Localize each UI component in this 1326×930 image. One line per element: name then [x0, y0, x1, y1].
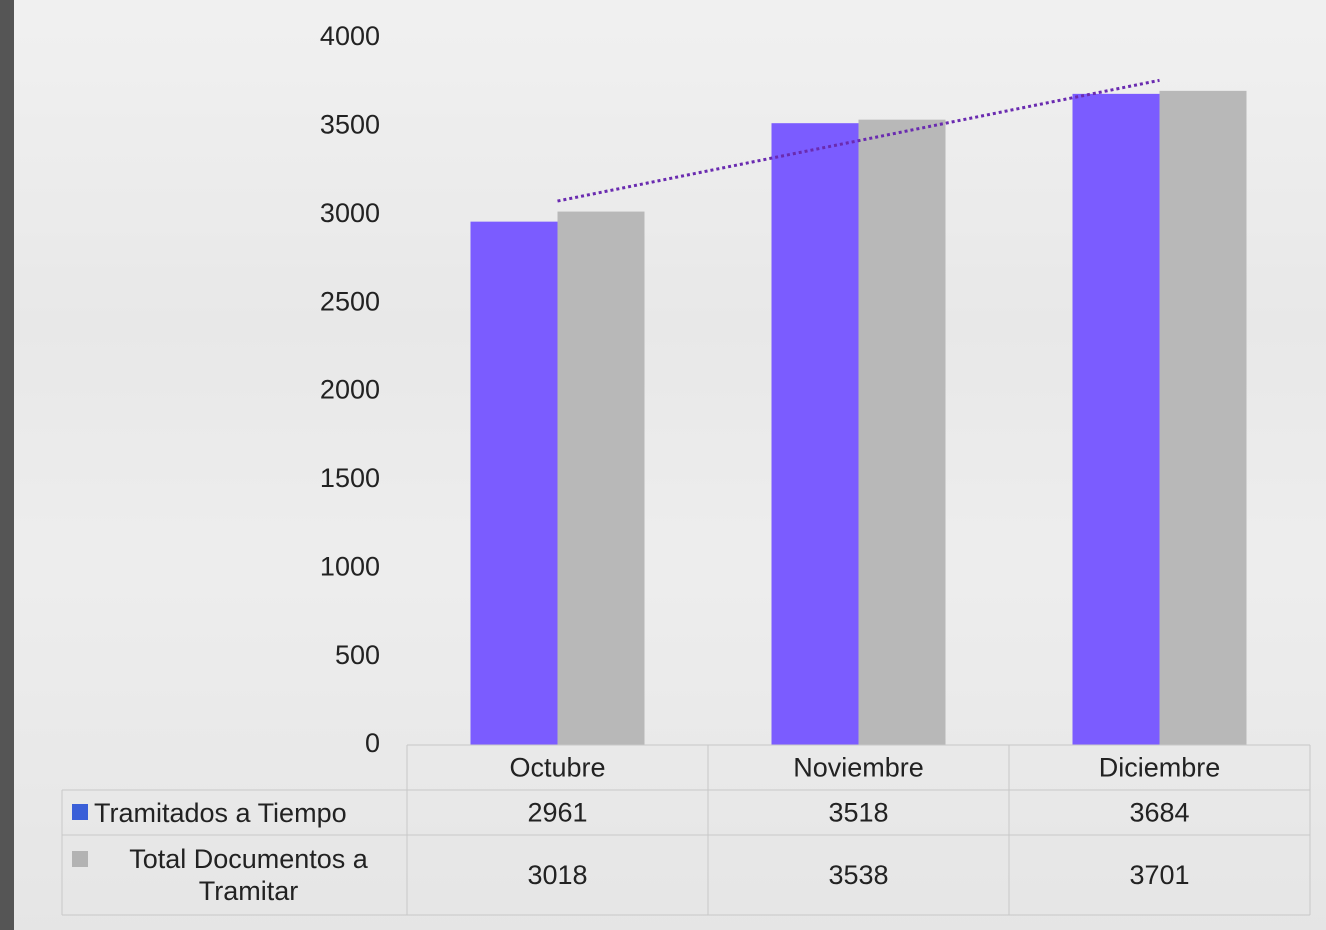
table-value: 3701: [1129, 860, 1189, 890]
x-tick-label: Octubre: [509, 753, 605, 783]
y-tick-label: 2500: [320, 286, 380, 316]
legend-entry: Tramitados a Tiempo: [72, 790, 403, 835]
y-tick-label: 1500: [320, 463, 380, 493]
trendline: [557, 78, 1160, 203]
bar: [557, 211, 645, 746]
bar: [1072, 93, 1160, 745]
bar: [1159, 90, 1247, 745]
legend-label: Tramitados a Tiempo: [94, 797, 347, 828]
y-tick-label: 3000: [320, 198, 380, 228]
x-tick-label: Noviembre: [793, 753, 924, 783]
left-border: [0, 0, 14, 930]
bar: [771, 123, 859, 746]
y-tick-label: 3500: [320, 110, 380, 140]
y-tick-label: 1000: [320, 551, 380, 581]
legend-label: Total Documentos a Tramitar: [129, 844, 368, 906]
legend-marker: [72, 804, 88, 820]
table-value: 3684: [1129, 798, 1189, 828]
legend-marker: [72, 851, 88, 867]
y-tick-label: 0: [365, 728, 380, 758]
y-tick-label: 500: [335, 640, 380, 670]
bar: [470, 221, 558, 745]
y-tick-label: 2000: [320, 375, 380, 405]
y-tick-label: 4000: [320, 21, 380, 51]
x-tick-label: Diciembre: [1099, 753, 1221, 783]
legend-entry: Total Documentos a Tramitar: [72, 835, 403, 915]
table-value: 3518: [828, 798, 888, 828]
table-value: 3018: [527, 860, 587, 890]
table-value: 3538: [828, 860, 888, 890]
bar: [858, 119, 946, 745]
table-value: 2961: [527, 798, 587, 828]
